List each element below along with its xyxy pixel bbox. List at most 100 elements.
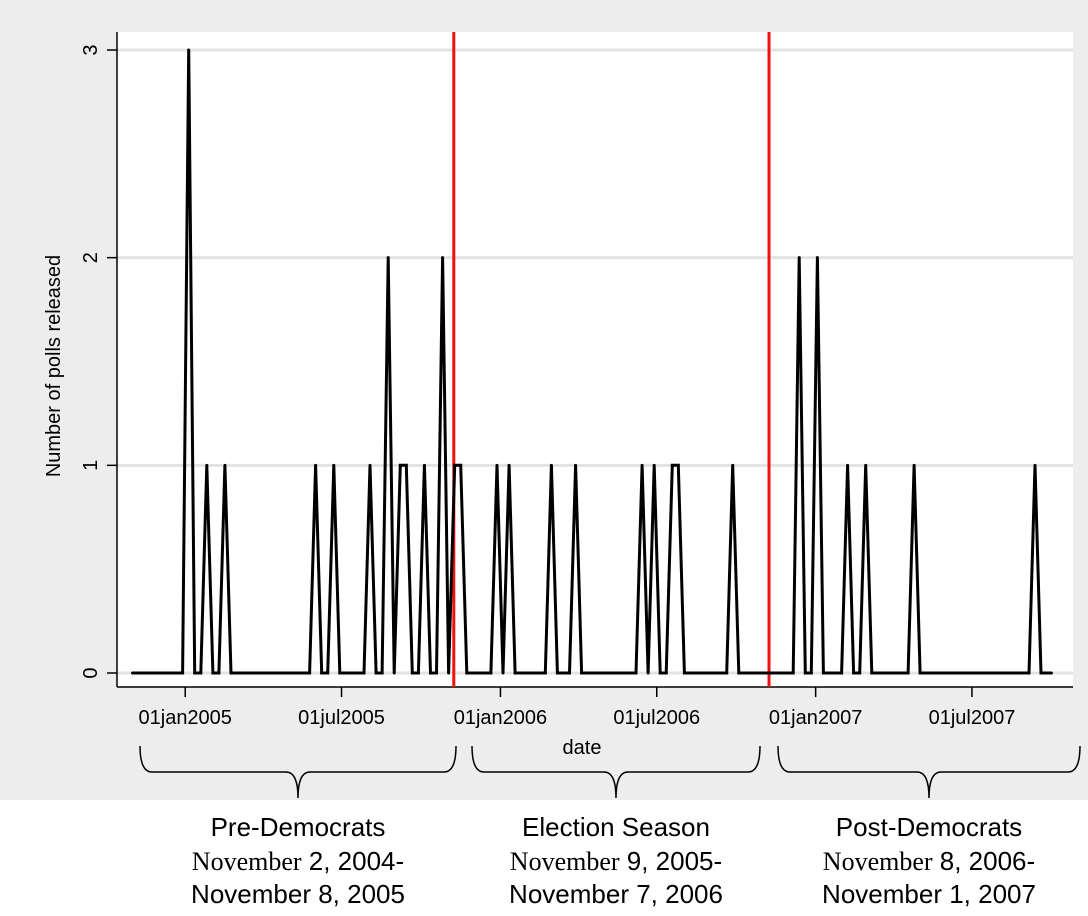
data-point (676, 463, 680, 467)
data-point (803, 671, 807, 675)
data-point (223, 463, 227, 467)
data-point (918, 671, 922, 675)
period-from-label: November 2, 2004- (192, 846, 404, 876)
data-point (374, 671, 378, 675)
data-point (338, 671, 342, 675)
data-point (181, 671, 185, 675)
period-from-label: November 8, 2006- (823, 846, 1035, 876)
period-name-label: Election Season (522, 812, 710, 842)
data-point (320, 671, 324, 675)
period-brace (777, 745, 1081, 799)
x-tick-label: 01jan2006 (454, 707, 547, 729)
x-axis-title: date (563, 737, 602, 759)
data-point (852, 671, 856, 675)
axes: 0 1 2 3 01jan2005 01jul2005 01jan2006 01jul2006… (80, 32, 1073, 729)
series-layer (131, 48, 1053, 675)
data-point (737, 671, 741, 675)
data-point (640, 463, 644, 467)
period-braces (139, 745, 1081, 799)
data-point (332, 463, 336, 467)
x-tick-label: 01jul2007 (929, 707, 1016, 729)
data-point (187, 48, 191, 52)
y-tick-label: 1 (80, 460, 102, 471)
data-point (131, 671, 135, 675)
data-point (864, 463, 868, 467)
data-point (404, 463, 408, 467)
data-point (731, 463, 735, 467)
data-point (725, 671, 729, 675)
data-point (217, 671, 221, 675)
period-to-label: November 8, 2005 (191, 879, 405, 909)
x-tick-label: 01jul2006 (613, 707, 700, 729)
data-point (858, 671, 862, 675)
x-tick-label: 01jul2005 (298, 707, 385, 729)
data-point (422, 463, 426, 467)
data-point (543, 671, 547, 675)
data-point (809, 671, 813, 675)
data-point (912, 463, 916, 467)
data-point (392, 671, 396, 675)
data-point (906, 671, 910, 675)
data-point (791, 671, 795, 675)
data-point (870, 671, 874, 675)
data-point (840, 671, 844, 675)
x-tick-label: 01jan2005 (139, 707, 232, 729)
data-point (495, 463, 499, 467)
y-tick-label: 3 (80, 44, 102, 55)
period-name-label: Pre-Democrats (211, 812, 386, 842)
data-point (453, 463, 457, 467)
data-point (670, 463, 674, 467)
data-point (646, 671, 650, 675)
data-point (797, 256, 801, 260)
data-point (580, 671, 584, 675)
y-axis-title: Number of polls released (43, 255, 65, 477)
data-point (416, 671, 420, 675)
data-point (447, 671, 451, 675)
data-point (1049, 671, 1053, 675)
data-point (229, 671, 233, 675)
data-point (555, 671, 559, 675)
data-point (169, 671, 173, 675)
data-point (435, 671, 439, 675)
data-point (664, 671, 668, 675)
data-point (574, 463, 578, 467)
data-point (501, 671, 505, 675)
data-point (410, 671, 414, 675)
data-point (507, 463, 511, 467)
data-point (428, 671, 432, 675)
data-point (199, 671, 203, 675)
data-point (658, 671, 662, 675)
data-point (489, 671, 493, 675)
y-tick-label: 2 (80, 252, 102, 263)
period-to-label: November 7, 2006 (509, 879, 723, 909)
data-point (193, 671, 197, 675)
x-tick-label: 01jan2007 (769, 707, 862, 729)
data-point (1033, 463, 1037, 467)
period-brace (471, 745, 761, 799)
data-point (441, 256, 445, 260)
period-brace (139, 745, 457, 799)
data-point (368, 463, 372, 467)
data-point (465, 671, 469, 675)
data-point (308, 671, 312, 675)
series-line (132, 49, 1052, 675)
vertical-markers (452, 32, 771, 687)
data-point (326, 671, 330, 675)
data-point (1027, 671, 1031, 675)
data-point (1039, 671, 1043, 675)
data-point (398, 463, 402, 467)
data-point (175, 671, 179, 675)
period-to-label: November 1, 2007 (822, 879, 1036, 909)
data-point (211, 671, 215, 675)
data-point (386, 256, 390, 260)
data-point (568, 671, 572, 675)
data-point (314, 463, 318, 467)
data-point (815, 256, 819, 260)
data-point (513, 671, 517, 675)
data-point (205, 463, 209, 467)
data-point (362, 671, 366, 675)
data-point (459, 463, 463, 467)
